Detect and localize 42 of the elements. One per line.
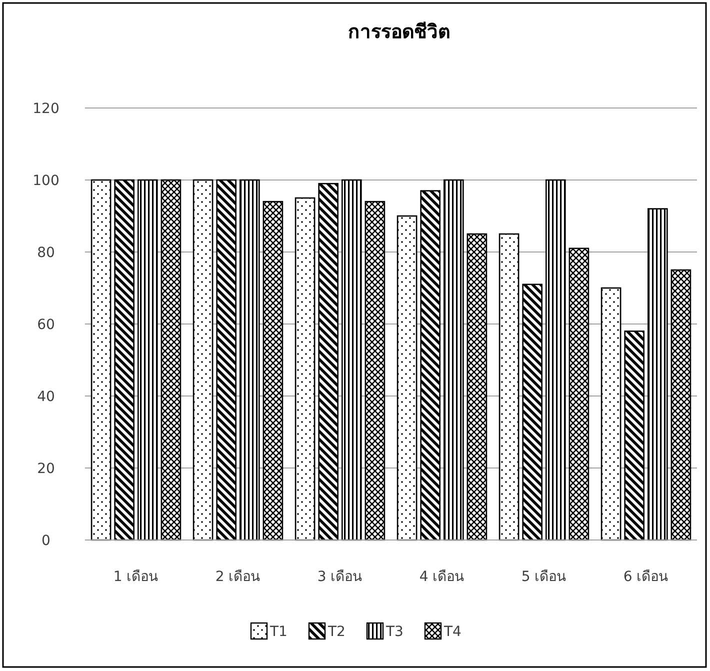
y-tick-label: 80 [37,245,55,261]
bar [318,182,338,541]
bar [216,179,236,541]
bar [466,233,488,541]
bar [546,179,566,541]
x-tick-label: 1 เดือน [113,569,159,585]
x-tick-label: 5 เดือน [521,569,567,585]
bar [294,197,316,541]
y-tick-label: 120 [32,101,60,117]
y-tick-label: 20 [37,461,55,477]
bar [138,179,158,541]
bar [648,208,668,541]
bar [262,200,284,541]
x-tick-label: 3 เดือน [317,569,363,585]
legend-label: T3 [385,624,404,640]
bar [522,284,542,541]
bar [670,269,692,541]
bar [364,200,386,541]
chart-title: การรอดชีวิต [348,21,450,43]
bar [160,179,182,541]
y-tick-label: 100 [32,173,60,189]
bar [396,215,418,541]
bar [444,179,464,541]
legend-label: T1 [269,624,288,640]
bar [192,179,214,541]
bar [498,233,520,541]
bar [342,179,362,541]
bar [114,179,134,541]
bar [600,287,622,541]
bar [568,248,590,541]
x-tick-label: 6 เดือน [623,569,669,585]
y-tick-label: 0 [42,533,50,549]
bar [240,179,260,541]
x-tick-label: 4 เดือน [419,569,465,585]
x-tick-label: 2 เดือน [215,569,261,585]
legend-label: T2 [327,624,346,640]
bar [624,330,644,541]
legend-label: T4 [443,624,462,640]
y-tick-label: 60 [37,317,55,333]
y-tick-label: 40 [37,389,55,405]
bar [90,179,112,541]
bar [420,190,440,541]
